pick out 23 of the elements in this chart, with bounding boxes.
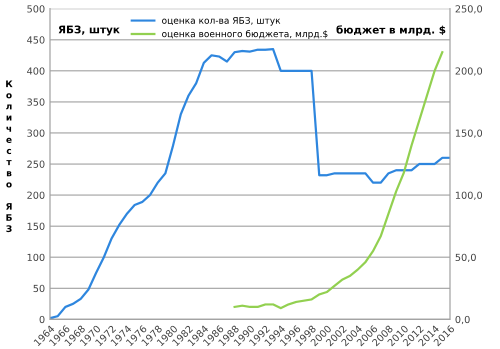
y2-axis-title: бюджет в млрд. $ [336, 25, 446, 36]
text: Количество ЯБЗ [6, 80, 13, 232]
y-tick-label: 350 [27, 98, 44, 106]
y2-tick-label: 0,0 [456, 316, 470, 324]
annotation: ЯБЗ, штук [58, 26, 120, 36]
y-tick-label: 200 [27, 192, 44, 199]
y2-tick-label: 150,0 [456, 129, 482, 138]
y2-tick-label: 50,0 [456, 254, 476, 262]
y-tick-label: 50 [34, 284, 44, 292]
y-tick-label: 500 [27, 5, 44, 13]
y-tick-label: 300 [27, 129, 44, 137]
y2-tick-label: 250,0 [456, 5, 482, 14]
y-tick-label: 0 [40, 316, 44, 324]
y-tick-label: 450 [27, 36, 44, 44]
legend-label: оценка кол-ва ЯБЗ, штук [162, 17, 280, 26]
y2-tick-label: 100,0 [456, 192, 482, 200]
legend-label: оценка военного бюджета, млрд.$ [162, 30, 328, 39]
y2-tick-label: 200,0 [456, 67, 482, 76]
line-series [234, 51, 444, 310]
y-tick-label: 400 [27, 67, 44, 75]
y-tick-label: 100 [28, 254, 44, 262]
y-tick-label: 250 [27, 160, 44, 168]
y-tick-label: 150 [28, 222, 44, 230]
